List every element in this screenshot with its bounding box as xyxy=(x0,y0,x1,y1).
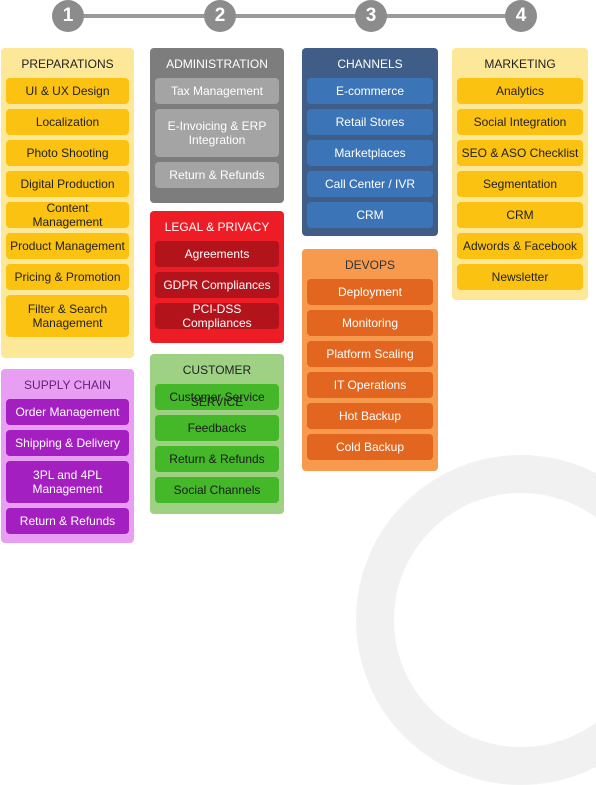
step-3-circle: 3 xyxy=(355,0,387,32)
administration-item[interactable]: Tax Management xyxy=(155,78,279,104)
devops-panel: DEVOPS Deployment Monitoring Platform Sc… xyxy=(302,249,438,471)
supply-chain-item[interactable]: Return & Refunds xyxy=(6,508,129,534)
administration-item[interactable]: E-Invoicing & ERP Integration xyxy=(155,109,279,157)
legal-privacy-item[interactable]: GDPR Compliances xyxy=(155,272,279,298)
channels-item[interactable]: CRM xyxy=(307,202,433,228)
customer-service-item[interactable]: Customer Service xyxy=(155,384,279,410)
step-2-circle: 2 xyxy=(204,0,236,32)
devops-item[interactable]: Monitoring xyxy=(307,310,433,336)
channels-item[interactable]: Call Center / IVR xyxy=(307,171,433,197)
marketing-item[interactable]: Analytics xyxy=(457,78,583,104)
devops-title: DEVOPS xyxy=(344,258,395,272)
preparations-item[interactable]: UI & UX Design xyxy=(6,78,129,104)
preparations-panel: PREPARATIONS UI & UX Design Localization… xyxy=(1,48,134,358)
step-4-circle: 4 xyxy=(505,0,537,32)
customer-service-item[interactable]: Social Channels xyxy=(155,477,279,503)
channels-panel: CHANNELS E-commerce Retail Stores Market… xyxy=(302,48,438,236)
marketing-item[interactable]: SEO & ASO Checklist xyxy=(457,140,583,166)
marketing-item[interactable]: Social Integration xyxy=(457,109,583,135)
preparations-title: PREPARATIONS xyxy=(21,57,114,71)
preparations-item[interactable]: Localization xyxy=(6,109,129,135)
preparations-item[interactable]: Photo Shooting xyxy=(6,140,129,166)
customer-service-item[interactable]: Feedbacks xyxy=(155,415,279,441)
preparations-item[interactable]: Product Management xyxy=(6,233,129,259)
customer-service-item[interactable]: Return & Refunds xyxy=(155,446,279,472)
channels-title: CHANNELS xyxy=(337,57,403,71)
preparations-item[interactable]: Digital Production xyxy=(6,171,129,197)
administration-panel: ADMINISTRATION Tax Management E-Invoicin… xyxy=(150,48,284,203)
marketing-item[interactable]: Adwords & Facebook xyxy=(457,233,583,259)
devops-item[interactable]: Platform Scaling xyxy=(307,341,433,367)
background-swoosh xyxy=(356,455,596,785)
supply-chain-item[interactable]: 3PL and 4PL Management xyxy=(6,461,129,503)
devops-item[interactable]: Cold Backup xyxy=(307,434,433,460)
devops-item[interactable]: IT Operations xyxy=(307,372,433,398)
administration-title: ADMINISTRATION xyxy=(166,57,268,71)
supply-chain-title: SUPPLY CHAIN xyxy=(24,378,111,392)
supply-chain-panel: SUPPLY CHAIN Order Management Shipping &… xyxy=(1,369,134,543)
marketing-item[interactable]: Newsletter xyxy=(457,264,583,290)
supply-chain-item[interactable]: Order Management xyxy=(6,399,129,425)
preparations-item[interactable]: Content Management xyxy=(6,201,129,229)
step-1-circle: 1 xyxy=(52,0,84,32)
channels-item[interactable]: Marketplaces xyxy=(307,140,433,166)
marketing-item[interactable]: CRM xyxy=(457,202,583,228)
marketing-title: MARKETING xyxy=(484,57,556,71)
preparations-item[interactable]: Pricing & Promotion xyxy=(6,264,129,290)
legal-privacy-panel: LEGAL & PRIVACY Agreements GDPR Complian… xyxy=(150,211,284,343)
channels-item[interactable]: Retail Stores xyxy=(307,109,433,135)
devops-item[interactable]: Hot Backup xyxy=(307,403,433,429)
customer-service-title: CUSTOMER SERVICE xyxy=(182,363,252,409)
administration-item[interactable]: Return & Refunds xyxy=(155,162,279,188)
legal-privacy-item[interactable]: Agreements xyxy=(155,241,279,267)
marketing-item[interactable]: Segmentation xyxy=(457,171,583,197)
step-connector-line xyxy=(67,14,519,18)
preparations-item[interactable]: Filter & Search Management xyxy=(6,295,129,337)
supply-chain-item[interactable]: Shipping & Delivery xyxy=(6,430,129,456)
devops-item[interactable]: Deployment xyxy=(307,279,433,305)
customer-service-panel: CUSTOMER SERVICE Customer Service Feedba… xyxy=(150,354,284,514)
legal-privacy-item[interactable]: PCI-DSS Compliances xyxy=(155,302,279,330)
marketing-panel: MARKETING Analytics Social Integration S… xyxy=(452,48,588,300)
legal-privacy-title: LEGAL & PRIVACY xyxy=(164,220,270,234)
channels-item[interactable]: E-commerce xyxy=(307,78,433,104)
